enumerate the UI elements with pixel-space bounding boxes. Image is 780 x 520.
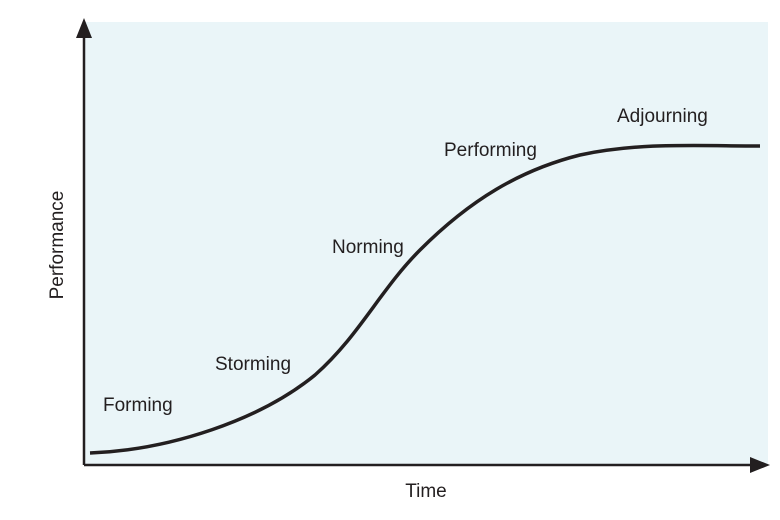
x-axis-label: Time	[405, 481, 447, 502]
x-axis-arrow	[750, 457, 770, 473]
performance-curve	[89, 143, 761, 455]
stage-label: Performing	[444, 140, 537, 161]
stage-label: Norming	[332, 237, 404, 258]
y-axis-label: Performance	[47, 191, 68, 300]
stage-label: Forming	[103, 395, 173, 416]
stage-label: Adjourning	[617, 106, 708, 127]
y-axis-arrow	[76, 18, 92, 38]
stage-label: Storming	[215, 354, 291, 375]
